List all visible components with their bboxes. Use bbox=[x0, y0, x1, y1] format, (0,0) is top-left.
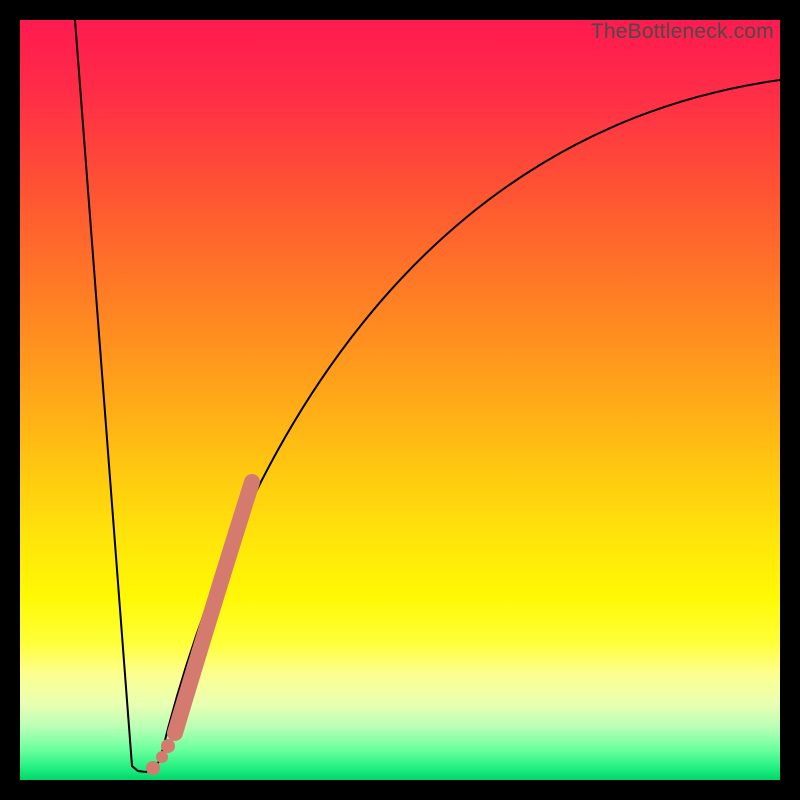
marker-segment bbox=[175, 482, 252, 733]
chart-frame: TheBottleneck.com bbox=[0, 0, 800, 800]
marker-dot bbox=[146, 761, 160, 775]
marker-dot bbox=[161, 739, 175, 753]
curve-layer bbox=[20, 20, 780, 780]
plot-area: TheBottleneck.com bbox=[20, 20, 780, 780]
bottleneck-curve bbox=[75, 20, 780, 772]
marker-dots bbox=[146, 739, 175, 775]
marker-dot bbox=[156, 751, 168, 763]
